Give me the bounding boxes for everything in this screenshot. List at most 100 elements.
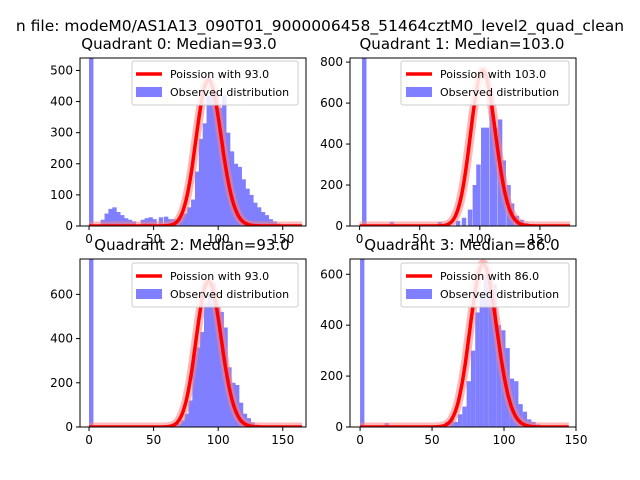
poisson-curve: [88, 279, 303, 427]
legend-frame: [400, 60, 570, 106]
panel-title: Quadrant 0: Median=93.0: [81, 35, 276, 53]
subplot-quadrant-2: Quadrant 2: Median=93.0 0 50 100 150 0 200 400…: [50, 236, 307, 447]
x-tick-label: 0: [85, 232, 93, 246]
y-tick-label: 200: [320, 369, 343, 383]
y-tick-label: 400: [320, 318, 343, 332]
histogram-bar: [453, 421, 458, 427]
x-tick-label: 0: [356, 232, 364, 246]
legend-frame: [131, 60, 299, 106]
histogram-bar: [479, 297, 484, 427]
x-tick-label: 100: [493, 433, 516, 447]
histogram-bar: [489, 90, 494, 226]
histogram-bar: [488, 276, 493, 427]
axes-frame: [79, 57, 307, 227]
histogram-bar: [198, 138, 204, 226]
histogram-bar: [472, 185, 478, 226]
legend-entry-observed: Observed distribution: [440, 288, 559, 301]
histogram-bar: [207, 294, 213, 427]
x-tick-label: 0: [356, 433, 364, 447]
plot-content: [85, 58, 306, 226]
legend: Poission with 103.0 Observed distributio…: [400, 60, 570, 106]
x-tick-label: 50: [424, 433, 439, 447]
x-tick-label: 100: [207, 433, 230, 447]
y-tick-label: 600: [320, 96, 343, 110]
x-tick-label: 0: [85, 433, 93, 447]
histogram-bar: [476, 164, 481, 226]
legend-entry-observed: Observed distribution: [440, 86, 559, 99]
subplot-quadrant-0: Quadrant 0: Median=93.0 0 50 100 150 0 100 200…: [50, 35, 307, 246]
histogram-bar: [256, 207, 262, 226]
histogram-bar: [120, 215, 125, 226]
axes-frame: [349, 258, 577, 428]
x-tick-label: 150: [565, 433, 588, 447]
figure-suptitle: n file: modeM0/AS1A13_090T01_9000006458_…: [16, 17, 624, 36]
histogram-bar: [188, 400, 193, 427]
histogram-bar: [514, 381, 519, 427]
legend: Poission with 93.0 Observed distribution: [131, 60, 299, 106]
y-tick-label: 400: [320, 137, 343, 151]
histogram-bar: [211, 283, 217, 427]
histogram-bar: [89, 58, 94, 226]
histogram-bar: [104, 213, 109, 226]
histogram-bar: [462, 406, 467, 427]
axes-frame: [349, 57, 577, 227]
y-tick-label: 0: [335, 219, 343, 233]
y-tick-label: 500: [50, 63, 73, 77]
poisson-curve: [88, 78, 303, 226]
legend-frame: [400, 262, 570, 308]
y-tick-label: 0: [335, 420, 343, 434]
y-tick-label: 600: [320, 267, 343, 281]
x-tick-label: 150: [528, 232, 551, 246]
histogram-bar: [466, 381, 471, 427]
x-tick-label: 150: [271, 433, 294, 447]
histogram-bar: [200, 331, 205, 427]
histogram-bar: [496, 325, 502, 427]
histogram-bar: [455, 220, 461, 226]
legend-entry-poisson: Poission with 93.0: [170, 68, 269, 81]
histogram-bar: [253, 202, 258, 226]
y-tick-label: 200: [50, 157, 73, 171]
histogram-bar: [492, 284, 497, 427]
x-tick-label: 50: [146, 232, 161, 246]
histogram-bar: [518, 404, 523, 427]
histogram-bar: [241, 179, 246, 226]
histogram-bar: [467, 209, 473, 226]
histogram-bar: [192, 354, 197, 427]
y-tick-label: 200: [320, 178, 343, 192]
histogram-bar: [522, 411, 528, 427]
histogram-bar: [203, 303, 209, 427]
legend-patch-swatch: [406, 289, 432, 299]
histogram-bar: [475, 312, 480, 427]
panel-title: Quadrant 1: Median=103.0: [360, 35, 565, 53]
histogram-bar: [218, 107, 223, 226]
subplot-quadrant-3: Quadrant 3: Median=86.0 0 50 100 150 0 200 400…: [320, 236, 587, 447]
y-tick-label: 800: [320, 55, 343, 69]
legend-entry-observed: Observed distribution: [170, 288, 289, 301]
y-tick-label: 0: [65, 219, 73, 233]
histogram-bar: [493, 127, 498, 226]
x-tick-label: 150: [271, 232, 294, 246]
legend-entry-observed: Observed distribution: [170, 86, 289, 99]
legend-frame: [131, 262, 299, 308]
histogram-bar: [481, 127, 486, 226]
legend: Poission with 86.0 Observed distribution: [400, 262, 570, 308]
x-tick-label: 100: [207, 232, 230, 246]
panel-title: Quadrant 2: Median=93.0: [94, 236, 289, 254]
histogram-bar: [237, 166, 242, 226]
y-tick-label: 600: [50, 287, 73, 301]
x-tick-label: 50: [412, 232, 427, 246]
histogram-bar: [196, 347, 201, 427]
histogram-bar: [249, 194, 254, 226]
legend: Poission with 93.0 Observed distribution: [131, 262, 299, 308]
subplot-quadrant-1: Quadrant 1: Median=103.0 0 50 100 150 0 200 40…: [320, 35, 577, 246]
y-tick-label: 400: [50, 332, 73, 346]
histogram-bar: [457, 414, 463, 427]
histogram-bar: [89, 259, 94, 427]
histogram-bar: [183, 213, 188, 226]
y-tick-label: 0: [65, 420, 73, 434]
legend-entry-poisson: Poission with 86.0: [440, 270, 539, 283]
histogram-bar: [194, 171, 200, 226]
legend-patch-swatch: [406, 87, 432, 97]
x-tick-label: 50: [146, 433, 161, 447]
